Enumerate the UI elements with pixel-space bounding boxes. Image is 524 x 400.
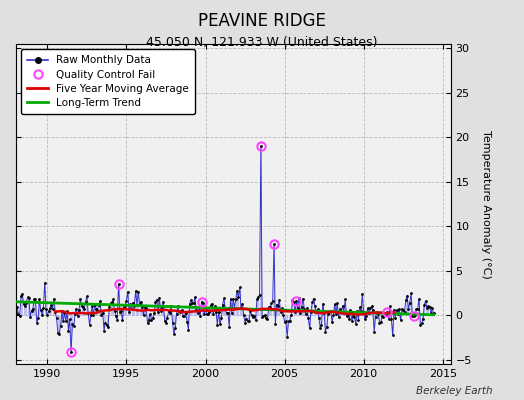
Text: Berkeley Earth: Berkeley Earth bbox=[416, 386, 493, 396]
Y-axis label: Temperature Anomaly (°C): Temperature Anomaly (°C) bbox=[482, 130, 492, 278]
Text: 45.050 N, 121.933 W (United States): 45.050 N, 121.933 W (United States) bbox=[146, 36, 378, 49]
Legend: Raw Monthly Data, Quality Control Fail, Five Year Moving Average, Long-Term Tren: Raw Monthly Data, Quality Control Fail, … bbox=[21, 49, 195, 114]
Text: PEAVINE RIDGE: PEAVINE RIDGE bbox=[198, 12, 326, 30]
